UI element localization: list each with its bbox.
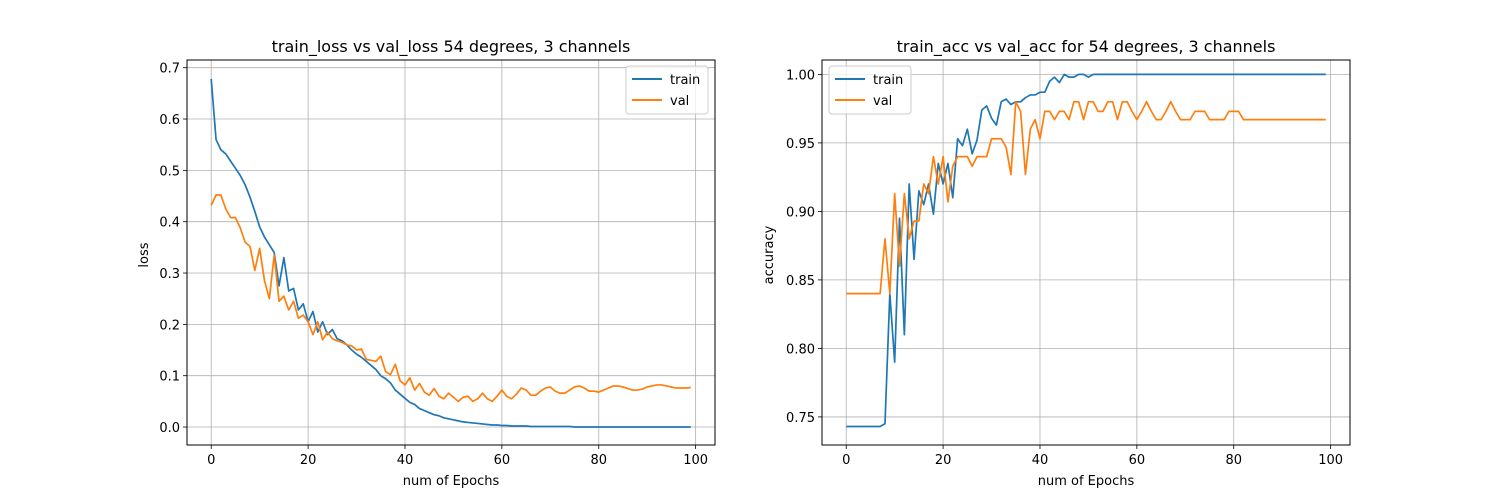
x-tick-label: 20: [300, 453, 317, 468]
x-tick-label: 80: [590, 453, 607, 468]
x-tick-label: 40: [1032, 453, 1049, 468]
y-tick-label: 0.2: [159, 318, 180, 333]
x-tick-label: 100: [683, 453, 708, 468]
loss-chart: train_loss vs val_loss 54 degrees, 3 cha…: [137, 37, 716, 489]
y-tick-label: 0.90: [786, 205, 815, 220]
series-line-train: [210, 78, 691, 428]
x-tick-label: 0: [842, 453, 850, 468]
y-tick-label: 0.3: [159, 267, 180, 282]
legend: train val: [625, 65, 709, 115]
y-tick-label: 0.0: [159, 421, 180, 436]
y-tick-label: 0.85: [786, 274, 815, 289]
x-tick-label: 60: [494, 453, 511, 468]
y-tick-label: 0.5: [159, 164, 180, 179]
y-tick-label: 0.6: [159, 113, 180, 128]
series-lines: [210, 78, 691, 428]
y-tick-label: 0.75: [786, 411, 815, 426]
legend-label-train: train: [670, 73, 700, 88]
plot-frame: [821, 59, 1351, 446]
series-line-val: [210, 194, 691, 403]
y-ticks: 0.75 0.80 0.85 0.90 0.95 1.00: [786, 68, 822, 426]
x-ticks: 0 20 40 60 80 100: [207, 445, 708, 468]
legend-label-val: val: [670, 94, 689, 109]
y-tick-label: 0.1: [159, 370, 180, 385]
accuracy-chart: train_acc vs val_acc for 54 degrees, 3 c…: [762, 37, 1351, 489]
plot-frame: [186, 59, 716, 446]
x-tick-label: 0: [207, 453, 215, 468]
x-tick-label: 80: [1225, 453, 1242, 468]
y-tick-label: 0.95: [786, 137, 815, 152]
y-ticks: 0.0 0.1 0.2 0.3 0.4 0.5 0.6 0.7: [159, 62, 187, 436]
y-axis-label: loss: [137, 242, 152, 267]
y-axis-label: accuracy: [762, 225, 777, 284]
legend: train val: [828, 65, 912, 115]
series-line-train: [846, 73, 1326, 428]
y-tick-label: 0.7: [159, 62, 180, 77]
x-tick-label: 40: [397, 453, 414, 468]
x-ticks: 0 20 40 60 80 100: [842, 445, 1343, 468]
y-tick-label: 0.4: [159, 216, 180, 231]
x-axis-label: num of Epochs: [1038, 474, 1135, 489]
y-tick-label: 1.00: [786, 68, 815, 83]
y-tick-label: 0.80: [786, 342, 815, 357]
x-tick-label: 60: [1129, 453, 1146, 468]
chart-title: train_loss vs val_loss 54 degrees, 3 cha…: [272, 37, 631, 57]
legend-label-val: val: [873, 94, 892, 109]
x-axis-label: num of Epochs: [403, 474, 500, 489]
series-lines: [846, 73, 1326, 428]
legend-label-train: train: [873, 73, 903, 88]
x-tick-label: 20: [935, 453, 952, 468]
x-tick-label: 100: [1318, 453, 1343, 468]
grid: [822, 60, 1350, 445]
chart-title: train_acc vs val_acc for 54 degrees, 3 c…: [897, 37, 1276, 57]
series-line-val: [846, 100, 1326, 295]
